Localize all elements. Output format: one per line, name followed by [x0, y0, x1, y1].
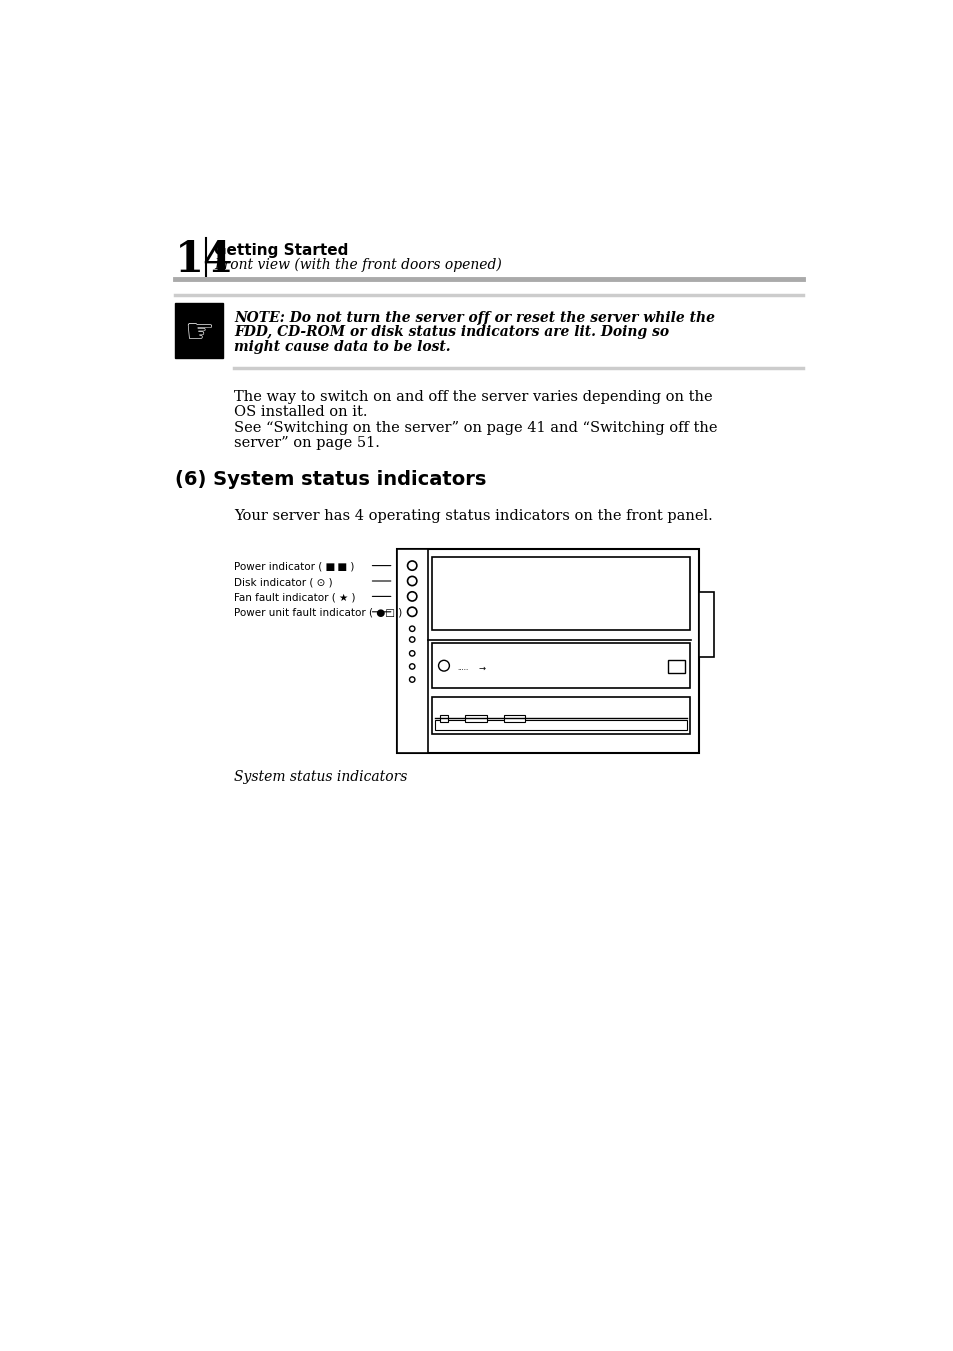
Circle shape [409, 626, 415, 631]
Circle shape [407, 561, 416, 570]
Bar [174, 303, 223, 358]
Text: NOTE: Do not turn the server off or reset the server while the: NOTE: Do not turn the server off or rese… [233, 311, 714, 324]
Bar [464, 715, 486, 721]
Text: Disk indicator ( ⊙ ): Disk indicator ( ⊙ ) [233, 577, 333, 588]
Bar [503, 715, 525, 721]
Circle shape [407, 577, 416, 585]
Bar [667, 661, 684, 673]
Text: →: → [478, 663, 485, 673]
Text: OS installed on it.: OS installed on it. [233, 405, 367, 419]
Text: Power unit fault indicator ( ●□ ): Power unit fault indicator ( ●□ ) [233, 608, 402, 617]
Bar [432, 697, 689, 734]
Text: server” on page 51.: server” on page 51. [233, 436, 379, 450]
Bar [396, 550, 427, 754]
Text: FDD, CD-ROM or disk status indicators are lit. Doing so: FDD, CD-ROM or disk status indicators ar… [233, 326, 668, 339]
Bar [439, 715, 447, 721]
Text: See “Switching on the server” on page 41 and “Switching off the: See “Switching on the server” on page 41… [233, 422, 717, 435]
Circle shape [409, 651, 415, 657]
Circle shape [409, 636, 415, 642]
Bar [699, 592, 714, 657]
Text: System status indicators: System status indicators [233, 770, 407, 785]
Text: Front view (with the front doors opened): Front view (with the front doors opened) [213, 258, 501, 272]
Text: Fan fault indicator ( ★ ): Fan fault indicator ( ★ ) [233, 593, 355, 603]
Bar [396, 550, 699, 754]
Bar [432, 643, 689, 688]
Text: Your server has 4 operating status indicators on the front panel.: Your server has 4 operating status indic… [233, 508, 712, 523]
Circle shape [409, 677, 415, 682]
Text: Power indicator ( ■ ■ ): Power indicator ( ■ ■ ) [233, 562, 354, 571]
Text: ☞: ☞ [184, 316, 213, 350]
Circle shape [407, 607, 416, 616]
Bar [435, 720, 686, 730]
Circle shape [409, 663, 415, 669]
Bar [432, 557, 689, 631]
Circle shape [438, 661, 449, 671]
Text: Getting Started: Getting Started [213, 243, 348, 258]
Text: (6) System status indicators: (6) System status indicators [174, 470, 486, 489]
Text: .....: ..... [456, 665, 468, 671]
Text: 14: 14 [174, 239, 233, 281]
Circle shape [407, 592, 416, 601]
Text: The way to switch on and off the server varies depending on the: The way to switch on and off the server … [233, 390, 712, 404]
Text: might cause data to be lost.: might cause data to be lost. [233, 340, 450, 354]
